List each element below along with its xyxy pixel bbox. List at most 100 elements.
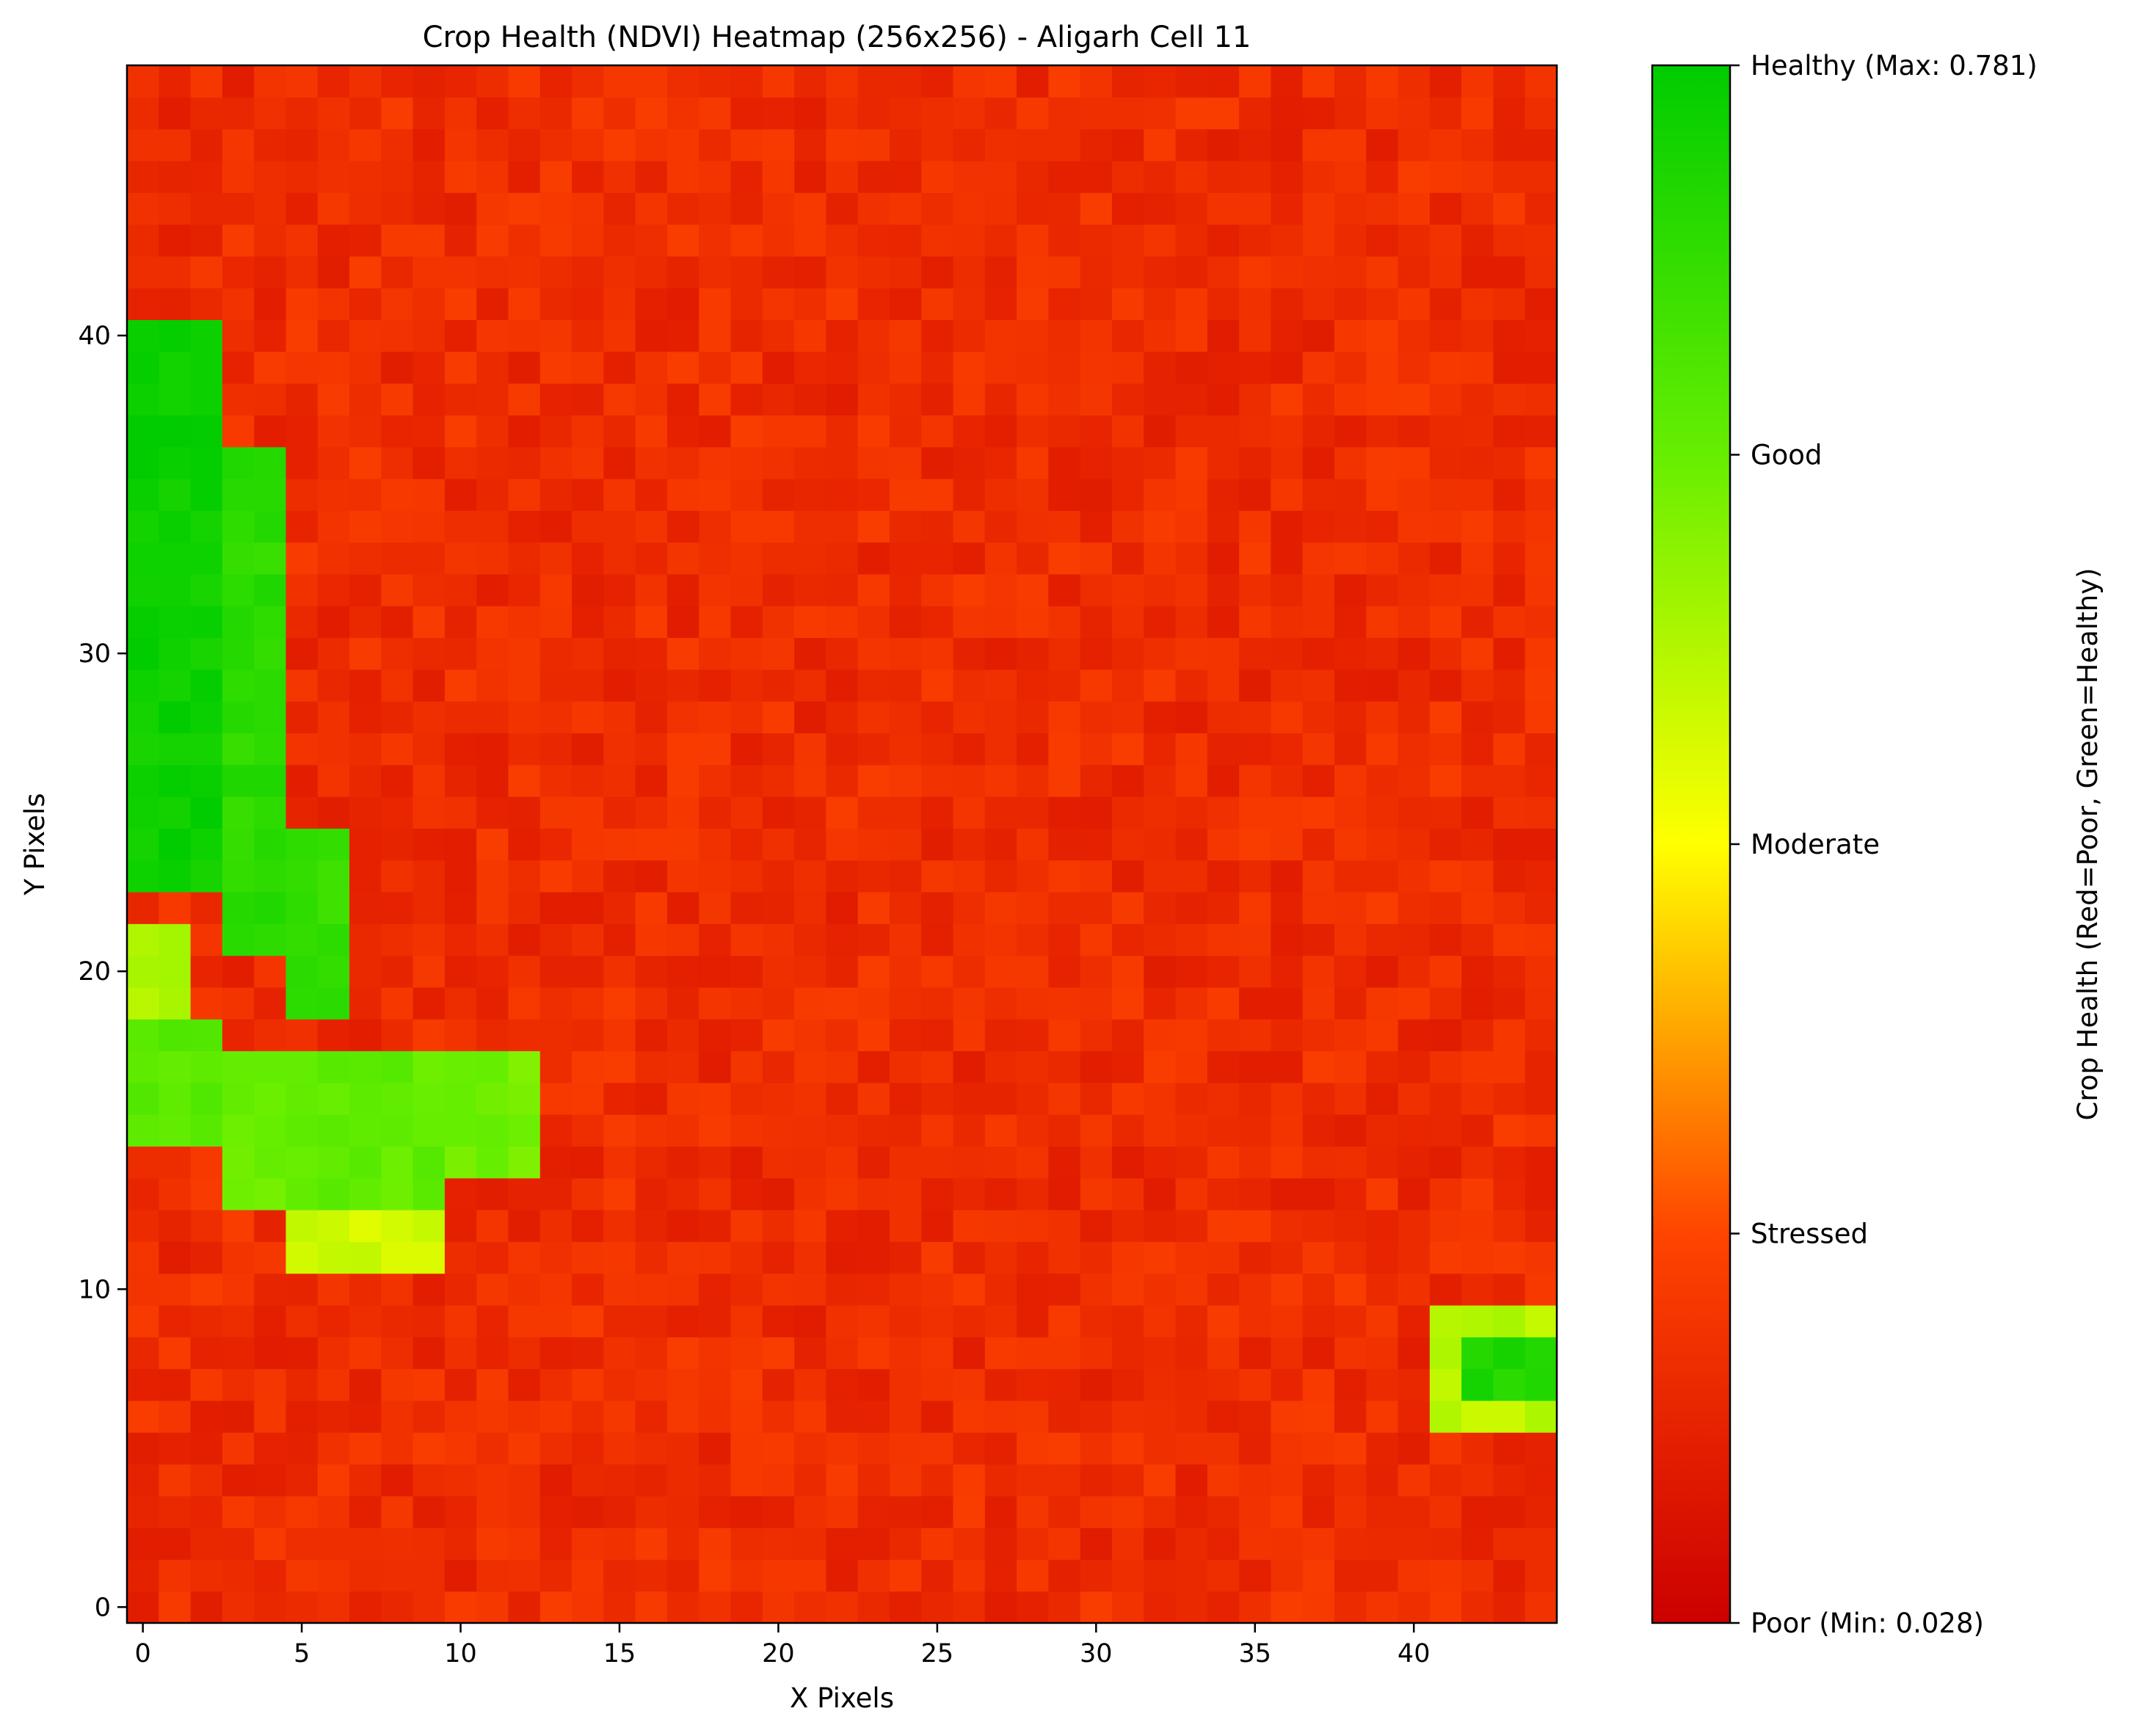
- heatmap-cell: [1080, 828, 1113, 861]
- heatmap-cell: [349, 1495, 382, 1528]
- heatmap-cell: [984, 319, 1017, 352]
- heatmap-cell: [572, 891, 604, 924]
- heatmap-cell: [953, 415, 986, 448]
- heatmap-cell: [762, 606, 795, 639]
- heatmap-cell: [476, 224, 509, 257]
- heatmap-cell: [413, 1495, 446, 1528]
- heatmap-cell: [635, 1177, 668, 1210]
- heatmap-cell: [127, 796, 159, 829]
- heatmap-cell: [190, 764, 223, 797]
- heatmap-cell: [317, 1019, 350, 1052]
- heatmap-cell: [699, 796, 732, 829]
- heatmap-cell: [1493, 288, 1526, 321]
- heatmap-cell: [381, 796, 414, 829]
- heatmap-cell: [921, 351, 954, 384]
- heatmap-cell: [1525, 669, 1558, 702]
- heatmap-cell: [317, 828, 350, 861]
- heatmap-cell: [254, 860, 287, 893]
- heatmap-cell: [666, 1368, 700, 1401]
- heatmap-cell: [1334, 1559, 1367, 1592]
- heatmap-cell: [476, 1241, 509, 1274]
- heatmap-cell: [603, 351, 636, 384]
- heatmap-cell: [953, 606, 986, 639]
- heatmap-cell: [699, 1082, 732, 1115]
- heatmap-cell: [159, 1495, 192, 1528]
- heatmap-cell: [984, 351, 1017, 384]
- heatmap-cell: [921, 255, 954, 288]
- heatmap-cell: [794, 319, 826, 352]
- heatmap-cell: [1080, 1464, 1113, 1497]
- heatmap-cell: [1493, 606, 1526, 639]
- heatmap-cell: [1017, 478, 1049, 511]
- heatmap-cell: [159, 669, 192, 702]
- heatmap-cell: [1239, 288, 1271, 321]
- heatmap-cell: [254, 128, 287, 161]
- heatmap-cell: [762, 1432, 795, 1465]
- heatmap-cell: [476, 733, 509, 766]
- heatmap-cell: [699, 955, 732, 988]
- heatmap-cell: [1239, 606, 1271, 639]
- heatmap-cell: [1461, 637, 1494, 670]
- heatmap-cell: [1429, 796, 1462, 829]
- heatmap-cell: [444, 1273, 477, 1306]
- heatmap-cell: [1144, 1241, 1177, 1274]
- heatmap-cell: [254, 542, 287, 575]
- heatmap-cell: [603, 1495, 636, 1528]
- heatmap-cell: [1017, 1528, 1049, 1560]
- heatmap-cell: [444, 415, 477, 448]
- heatmap-cell: [1175, 733, 1208, 766]
- heatmap-cell: [317, 669, 350, 702]
- heatmap-cell: [159, 1050, 192, 1083]
- heatmap-cell: [857, 1177, 890, 1210]
- heatmap-cell: [1207, 1432, 1240, 1465]
- heatmap-cell: [666, 255, 700, 288]
- heatmap-cell: [1493, 1368, 1526, 1401]
- heatmap-cell: [572, 1559, 604, 1592]
- heatmap-cell: [127, 1273, 159, 1306]
- heatmap-cell: [413, 1591, 446, 1624]
- heatmap-cell: [222, 1400, 255, 1433]
- heatmap-cell: [159, 1368, 192, 1401]
- heatmap-cell: [1017, 1114, 1049, 1147]
- heatmap-cell: [317, 446, 350, 479]
- heatmap-cell: [444, 1177, 477, 1210]
- heatmap-cell: [1461, 891, 1494, 924]
- heatmap-cell: [1525, 542, 1558, 575]
- heatmap-cell: [317, 288, 350, 321]
- heatmap-cell: [1144, 1432, 1177, 1465]
- heatmap-cell: [953, 1050, 986, 1083]
- heatmap-cell: [1080, 97, 1113, 130]
- heatmap-cell: [762, 1400, 795, 1433]
- heatmap-cell: [413, 1082, 446, 1115]
- heatmap-cell: [1207, 1050, 1240, 1083]
- heatmap-cell: [286, 1337, 319, 1370]
- heatmap-cell: [127, 955, 159, 988]
- heatmap-cell: [1175, 637, 1208, 670]
- heatmap-cell: [1493, 1241, 1526, 1274]
- heatmap-cell: [1334, 1050, 1367, 1083]
- heatmap-cell: [413, 192, 446, 225]
- heatmap-cell: [1017, 1019, 1049, 1052]
- heatmap-cell: [476, 1050, 509, 1083]
- heatmap-cell: [857, 1495, 890, 1528]
- heatmap-cell: [1080, 383, 1113, 415]
- heatmap-cell: [984, 160, 1017, 193]
- heatmap-cell: [222, 1304, 255, 1337]
- heatmap-cell: [635, 701, 668, 734]
- heatmap-cell: [1080, 606, 1113, 639]
- heatmap-cell: [1461, 65, 1494, 98]
- heatmap-cell: [603, 1114, 636, 1147]
- heatmap-cell: [317, 1273, 350, 1306]
- heatmap-cell: [317, 733, 350, 766]
- heatmap-cell: [1398, 1432, 1431, 1465]
- heatmap-cell: [222, 1337, 255, 1370]
- heatmap-cell: [349, 1050, 382, 1083]
- heatmap-cell: [539, 1368, 573, 1401]
- heatmap-cell: [1398, 192, 1431, 225]
- heatmap-cell: [826, 796, 859, 829]
- heatmap-cell: [1017, 573, 1049, 606]
- heatmap-cell: [1525, 955, 1558, 988]
- heatmap-cell: [317, 383, 350, 415]
- heatmap-cell: [1271, 828, 1304, 861]
- heatmap-cell: [127, 1432, 159, 1465]
